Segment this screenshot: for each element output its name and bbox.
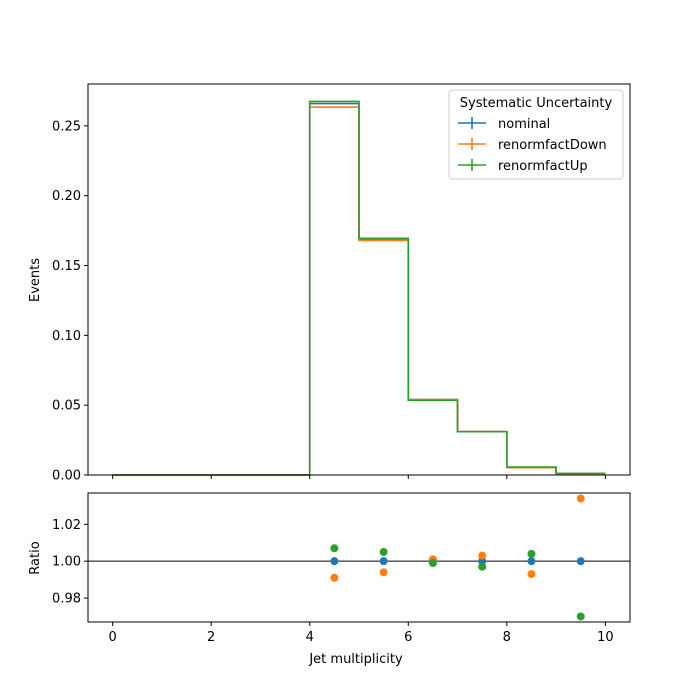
ratio-x-tick-label: 10 xyxy=(597,630,614,645)
legend-entry-renormfactdown: renormfactDown xyxy=(458,138,607,153)
ratio-panel: 0.98 1.00 1.02 0 2 4 6 8 10 Ratio Jet multiplic… xyxy=(28,492,631,667)
ratio-x-tick-label: 0 xyxy=(108,630,116,645)
legend-label-nominal: nominal xyxy=(498,117,550,132)
ratio-y-tick-label: 0.98 xyxy=(52,592,81,607)
ratio-point-renormfactup xyxy=(527,549,536,558)
ratio-y-axis-label: Ratio xyxy=(28,541,43,574)
ratio-y-ticks: 0.98 1.00 1.02 xyxy=(52,518,88,607)
legend-label-renormfactup: renormfactUp xyxy=(498,159,588,174)
main-histogram-panel: 0.00 0.05 0.10 0.15 0.20 0.25 Events Systemat… xyxy=(28,83,631,484)
legend-entry-renormfactup: renormfactUp xyxy=(458,159,588,174)
ratio-plot-area xyxy=(88,493,630,622)
main-y-tick-label: 0.15 xyxy=(52,259,81,274)
main-y-tick-label: 0.10 xyxy=(52,329,81,344)
ratio-point-renormfactup xyxy=(428,559,437,568)
ratio-y-tick-label: 1.02 xyxy=(52,518,81,533)
legend: Systematic Uncertainty nominal renormfact… xyxy=(448,89,624,180)
ratio-point-renormfactup xyxy=(478,562,487,571)
main-y-axis-label: Events xyxy=(28,258,43,302)
ratio-x-tick-label: 6 xyxy=(404,630,412,645)
legend-entry-nominal: nominal xyxy=(458,117,550,132)
ratio-x-ticks: 0 2 4 6 8 10 xyxy=(108,622,614,645)
x-axis-label: Jet multiplicity xyxy=(308,652,403,667)
ratio-x-tick-label: 4 xyxy=(306,630,314,645)
ratio-point-renormfactup xyxy=(330,544,339,553)
main-y-tick-label: 0.05 xyxy=(52,399,81,414)
ratio-point-renormfactdown xyxy=(379,568,388,577)
main-y-tick-label: 0.00 xyxy=(52,469,81,484)
ratio-point-nominal xyxy=(478,557,487,566)
ratio-point-renormfactdown xyxy=(478,551,487,560)
main-y-tick-label: 0.25 xyxy=(52,119,81,134)
ratio-x-tick-label: 8 xyxy=(503,630,511,645)
ratio-points-group xyxy=(330,494,585,621)
main-plot-frame xyxy=(87,83,631,476)
main-x-ticks xyxy=(112,475,606,479)
ratio-point-renormfactdown xyxy=(527,570,536,579)
ratio-point-nominal xyxy=(576,557,585,566)
ratio-plot-frame xyxy=(87,492,631,623)
ratio-point-renormfactdown xyxy=(330,573,339,582)
ratio-point-nominal xyxy=(527,557,536,566)
ratio-point-renormfactup xyxy=(576,612,585,621)
ratio-point-nominal xyxy=(379,557,388,566)
main-y-ticks: 0.00 0.05 0.10 0.15 0.20 0.25 xyxy=(52,119,88,484)
legend-box xyxy=(448,89,624,180)
ratio-x-tick-label: 2 xyxy=(207,630,215,645)
ratio-y-tick-label: 1.00 xyxy=(52,555,81,570)
legend-label-renormfactdown: renormfactDown xyxy=(498,138,607,153)
legend-title: Systematic Uncertainty xyxy=(460,96,613,111)
legend-entries: nominal renormfactDown renormfactUp xyxy=(458,117,607,174)
ratio-point-nominal xyxy=(330,557,339,566)
main-y-tick-label: 0.20 xyxy=(52,189,81,204)
ratio-point-renormfactup xyxy=(379,547,388,556)
ratio-point-renormfactdown xyxy=(576,494,585,503)
